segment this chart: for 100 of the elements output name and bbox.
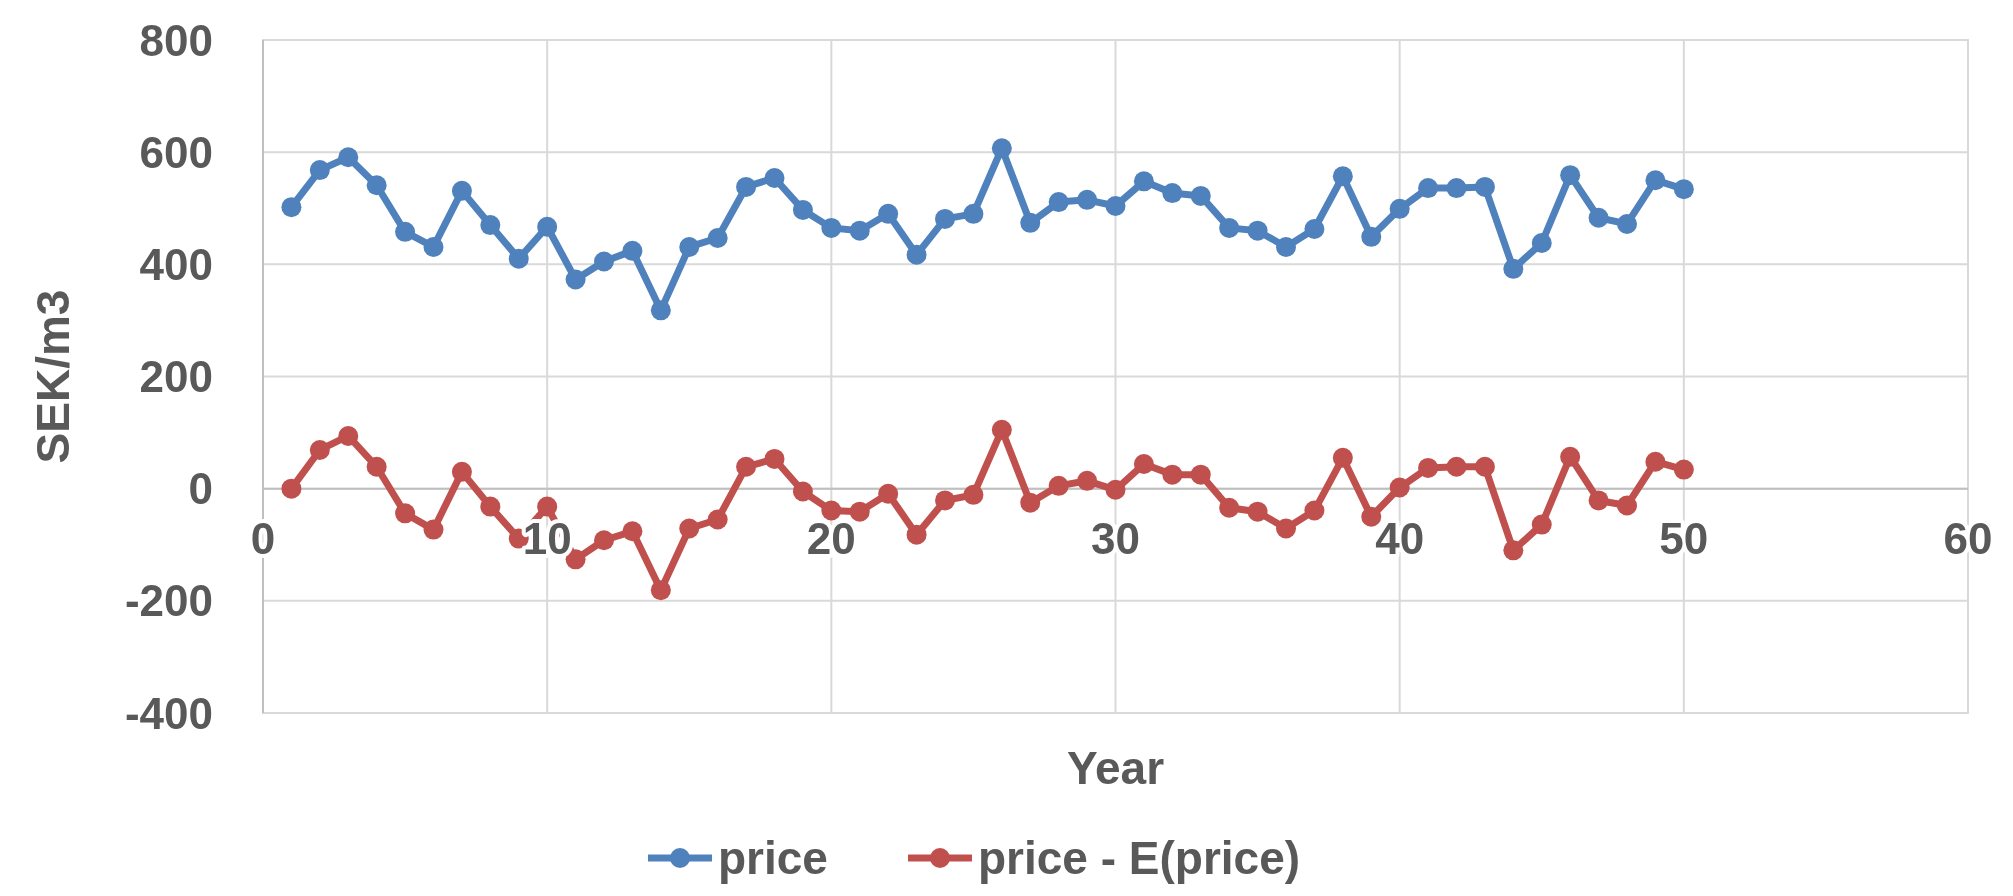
point [1474,456,1495,477]
point [1531,233,1552,254]
point [1247,501,1268,522]
point [679,518,700,539]
y-tick-label: 0 [188,464,213,514]
point [1361,226,1382,247]
point [537,496,558,517]
point [1617,213,1637,234]
point [537,216,558,237]
point [1673,459,1694,480]
x-tick-label: 20 [806,514,856,564]
point [849,220,870,241]
point [1304,219,1325,239]
point [764,167,785,188]
point [480,496,501,517]
y-tick-label: 200 [139,352,213,401]
point [1531,514,1552,535]
y-tick-label: -400 [124,688,213,738]
point [1133,453,1154,474]
point [1105,479,1126,500]
point [1332,447,1353,468]
point [338,147,359,168]
point [1389,477,1410,498]
x-tick-label: 60 [1943,514,1993,564]
x-tick-label: 40 [1375,514,1425,564]
point [1219,497,1240,518]
point [1446,456,1467,477]
point [878,483,899,504]
point [707,227,728,248]
y-axis-title: SEK/m3 [27,289,79,464]
point [1645,451,1666,472]
point [1588,207,1609,228]
point [1020,492,1041,513]
point [821,217,842,238]
point [1418,457,1439,478]
x-axis-title: Year [1066,742,1165,794]
x-tick-label: 0 [250,514,276,564]
point [281,478,302,499]
point [1389,198,1410,219]
point [1247,220,1268,241]
point [792,199,813,220]
point [1588,490,1609,511]
point [366,175,387,196]
point [707,509,728,530]
legend-label: price [718,832,828,884]
point [1560,446,1581,467]
point [1276,518,1296,539]
point [594,530,614,551]
point [764,448,785,469]
point [679,236,700,257]
point [395,503,416,524]
point [1077,189,1098,210]
x-tick-label: 30 [1091,514,1140,564]
point [1020,212,1041,233]
point [1645,170,1666,191]
point [1190,464,1211,485]
point [1332,166,1353,187]
y-tick-label: 800 [139,15,213,65]
point [1077,470,1098,491]
point [1048,475,1069,496]
point [508,248,529,269]
point [1474,176,1495,197]
y-tick-label: 600 [139,127,213,177]
point [906,244,927,265]
point [366,456,387,477]
point [395,221,416,242]
point [338,425,359,446]
point [480,215,501,236]
point [1276,236,1296,257]
point [849,501,870,522]
point [821,500,842,521]
point [1560,165,1581,186]
y-tick-label: -200 [124,576,213,626]
point [991,138,1012,159]
point [650,300,671,321]
point [1446,178,1467,199]
point [565,269,586,290]
point [451,461,472,482]
y-tick-label: 400 [139,239,213,289]
point [1105,196,1126,217]
point [1190,185,1211,206]
point [650,580,671,601]
point [1219,217,1240,238]
point [792,481,813,502]
point [1048,192,1069,213]
point [991,419,1012,440]
point [1503,540,1524,561]
point [309,439,330,460]
point [963,203,984,224]
point [1673,179,1694,200]
point [1162,464,1183,485]
point [963,484,984,505]
legend-label: price - E(price) [978,832,1301,884]
point [1617,495,1637,516]
x-tick-label: 50 [1659,514,1709,564]
point [935,208,955,229]
point [736,456,757,477]
point [622,240,643,261]
point [594,251,614,272]
point [736,176,757,197]
